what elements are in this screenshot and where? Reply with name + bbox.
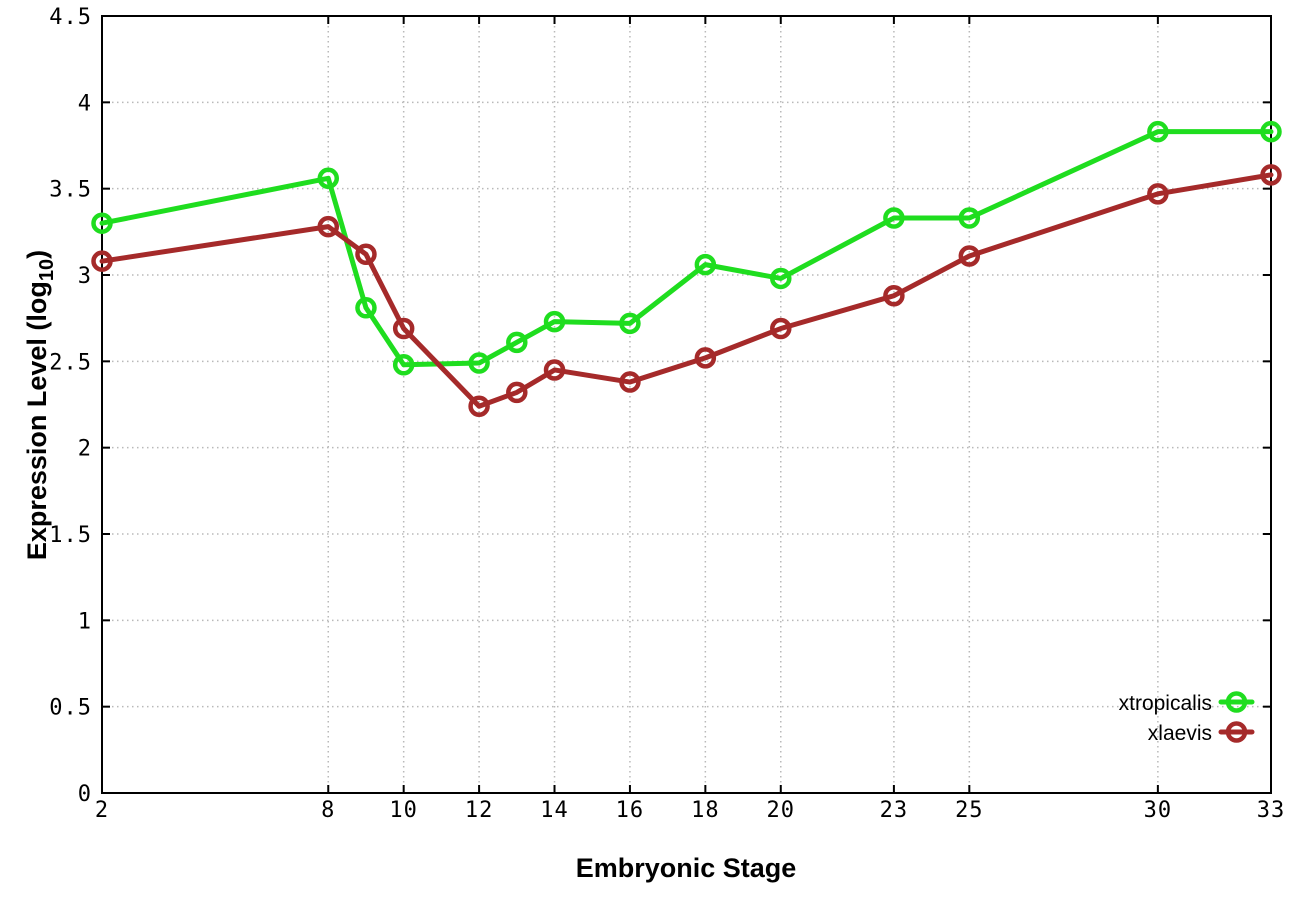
series-xtropicalis-point <box>958 207 981 229</box>
y-tick-label: 3 <box>78 264 92 289</box>
series-xlaevis-line <box>99 172 1274 409</box>
legend-item-xtropicalis: xtropicalis <box>1119 691 1255 715</box>
series-xlaevis-point <box>694 347 717 369</box>
series-xtropicalis-point <box>883 207 905 229</box>
series-xlaevis-point <box>91 250 113 272</box>
axis-tick-marks <box>101 15 1272 794</box>
legend-label: xtropicalis <box>1119 692 1212 715</box>
series-xlaevis-point <box>619 371 641 393</box>
x-tick-label: 33 <box>1257 798 1286 823</box>
gridlines <box>102 16 1271 793</box>
legend-sample-marker <box>1225 721 1248 743</box>
series-xlaevis-point <box>883 284 905 307</box>
x-tick-labels: 2 8 10 12 14 16 18 20 23 25 30 33 <box>95 798 1286 823</box>
series-xlaevis-point <box>392 317 415 340</box>
series-xtropicalis-point <box>506 331 528 354</box>
y-tick-label: 4.5 <box>49 5 92 30</box>
x-axis-label: Embryonic Stage <box>576 853 797 883</box>
y-tick-labels: 0 0.5 1 1.5 2 2.5 3 3.5 4 4.5 <box>49 5 92 807</box>
y-tick-label: 1 <box>78 609 92 634</box>
x-tick-label: 8 <box>321 798 335 823</box>
series-xlaevis-point <box>770 317 792 340</box>
series-xtropicalis-point <box>543 310 566 333</box>
x-tick-label: 30 <box>1144 798 1173 823</box>
plot-border <box>101 15 1272 794</box>
series-xlaevis-point <box>506 381 528 404</box>
x-tick-label: 20 <box>767 798 796 823</box>
series-xtropicalis-line <box>99 129 1274 368</box>
y-tick-label: 4 <box>78 91 92 116</box>
series-xtropicalis-point <box>91 212 113 234</box>
series-xtropicalis-point <box>770 267 792 290</box>
series-xtropicalis-point <box>468 352 490 374</box>
series-xlaevis-point <box>468 395 490 417</box>
x-tick-label: 14 <box>540 798 569 823</box>
legend-sample-marker <box>1225 691 1248 713</box>
series-xtropicalis-point <box>1147 120 1169 143</box>
legend: xtropicalis xlaevis <box>1119 691 1255 745</box>
y-tick-label: 1.5 <box>49 523 92 548</box>
x-tick-label: 18 <box>691 798 720 823</box>
x-tick-label: 16 <box>616 798 645 823</box>
series-xlaevis-point <box>958 245 981 267</box>
x-tick-label: 10 <box>389 798 418 823</box>
series-xlaevis-point <box>543 359 566 381</box>
series-xtropicalis-point <box>392 354 415 376</box>
series-xlaevis-point <box>317 215 340 238</box>
series-xtropicalis-point <box>1260 120 1282 143</box>
series-xlaevis-point <box>1260 164 1282 186</box>
y-tick-label: 2.5 <box>49 350 92 375</box>
x-tick-label: 12 <box>465 798 494 823</box>
x-tick-label: 25 <box>955 798 984 823</box>
legend-label: xlaevis <box>1148 722 1212 745</box>
series-xlaevis-point <box>355 243 377 266</box>
series-xlaevis-point <box>1147 183 1169 205</box>
x-tick-label: 2 <box>95 798 109 823</box>
y-tick-label: 3.5 <box>49 178 92 203</box>
series-xtropicalis-point <box>317 167 340 190</box>
x-tick-label: 23 <box>880 798 909 823</box>
y-tick-label: 0.5 <box>49 696 92 721</box>
y-tick-label: 2 <box>78 437 92 462</box>
data-series <box>91 120 1282 417</box>
legend-item-xlaevis: xlaevis <box>1148 721 1255 745</box>
series-xtropicalis-point <box>355 297 377 319</box>
y-tick-label: 0 <box>78 782 92 807</box>
y-axis-label: Expression Level (log10) <box>22 250 58 560</box>
series-xtropicalis-point <box>619 312 641 335</box>
series-xtropicalis-point <box>694 253 717 276</box>
